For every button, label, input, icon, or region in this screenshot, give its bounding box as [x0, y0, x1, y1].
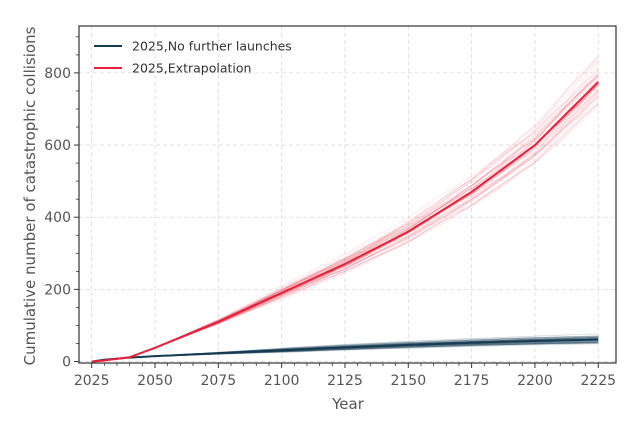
x-tick-label: 2150: [390, 373, 426, 389]
legend: 2025,No further launches 2025,Extrapolat…: [94, 39, 292, 76]
plot-frame: [78, 25, 617, 364]
grid-layer: [79, 26, 616, 363]
x-axis-label: Year: [331, 395, 365, 413]
ensemble-run-line: [91, 64, 599, 362]
x-tick-label: 2125: [327, 373, 363, 389]
x-tick-label: 2100: [264, 373, 300, 389]
y-tick-label: 200: [44, 282, 71, 298]
y-tick-label: 400: [44, 210, 71, 226]
y-axis-label: Cumulative number of catastrophic collis…: [21, 26, 39, 365]
x-tick-label: 2200: [517, 373, 553, 389]
y-tick-label: 600: [44, 138, 71, 154]
series-layer: [91, 81, 599, 363]
y-tick-label: 800: [44, 66, 71, 82]
x-tick-label: 2050: [137, 373, 173, 389]
y-tick-label: 0: [62, 355, 71, 371]
ensemble-run-line: [91, 80, 599, 362]
x-tick-label: 2025: [74, 373, 110, 389]
series-line-no-further-launches: [91, 338, 599, 363]
tick-layer: 2025 2050 2075 2100 2125 2150 2175 2200 2225 0 200…: [44, 36, 616, 389]
series-line-extrapolation: [91, 81, 599, 363]
legend-label-extrapolation: 2025,Extrapolation: [132, 61, 251, 76]
legend-label-no-further-launches: 2025,No further launches: [132, 39, 292, 54]
x-tick-label: 2225: [580, 373, 616, 389]
x-tick-label: 2075: [200, 373, 236, 389]
ensemble-run-line: [91, 79, 599, 362]
x-tick-label: 2175: [454, 373, 490, 389]
